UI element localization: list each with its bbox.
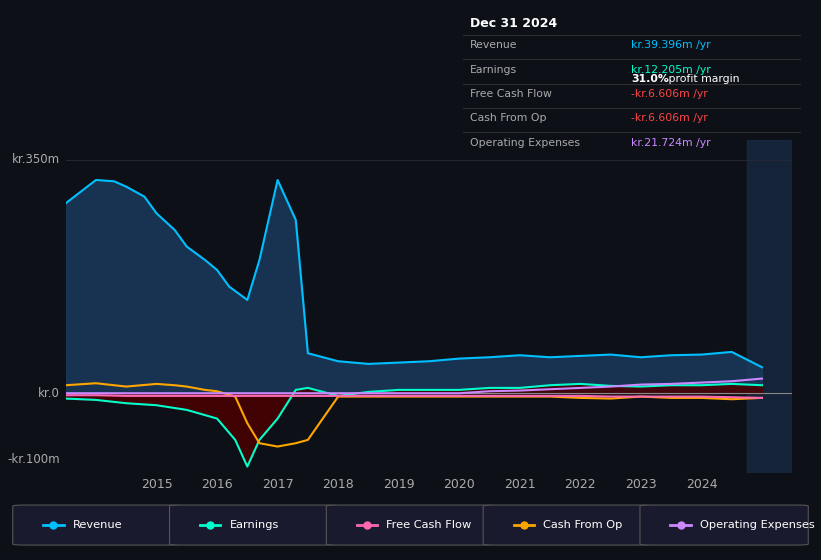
Text: kr.21.724m /yr: kr.21.724m /yr [631,138,711,148]
Text: Revenue: Revenue [72,520,122,530]
Text: Free Cash Flow: Free Cash Flow [386,520,471,530]
Text: Dec 31 2024: Dec 31 2024 [470,17,557,30]
Bar [747,140,792,473]
Text: Earnings: Earnings [229,520,279,530]
Text: Cash From Op: Cash From Op [544,520,622,530]
Text: profit margin: profit margin [665,74,739,84]
Text: Free Cash Flow: Free Cash Flow [470,89,552,99]
Text: kr.12.205m /yr: kr.12.205m /yr [631,64,711,74]
Text: Operating Expenses: Operating Expenses [470,138,580,148]
Text: -kr.100m: -kr.100m [7,454,60,466]
Text: Earnings: Earnings [470,64,517,74]
FancyBboxPatch shape [169,505,338,545]
FancyBboxPatch shape [640,505,808,545]
Text: kr.350m: kr.350m [11,153,60,166]
Text: kr.0: kr.0 [38,387,60,400]
FancyBboxPatch shape [327,505,494,545]
FancyBboxPatch shape [12,505,181,545]
Text: kr.39.396m /yr: kr.39.396m /yr [631,40,711,50]
FancyBboxPatch shape [483,505,651,545]
Text: Operating Expenses: Operating Expenses [700,520,814,530]
Text: Revenue: Revenue [470,40,517,50]
Text: Cash From Op: Cash From Op [470,113,546,123]
Text: -kr.6.606m /yr: -kr.6.606m /yr [631,113,708,123]
Text: 31.0%: 31.0% [631,74,669,84]
Text: -kr.6.606m /yr: -kr.6.606m /yr [631,89,708,99]
